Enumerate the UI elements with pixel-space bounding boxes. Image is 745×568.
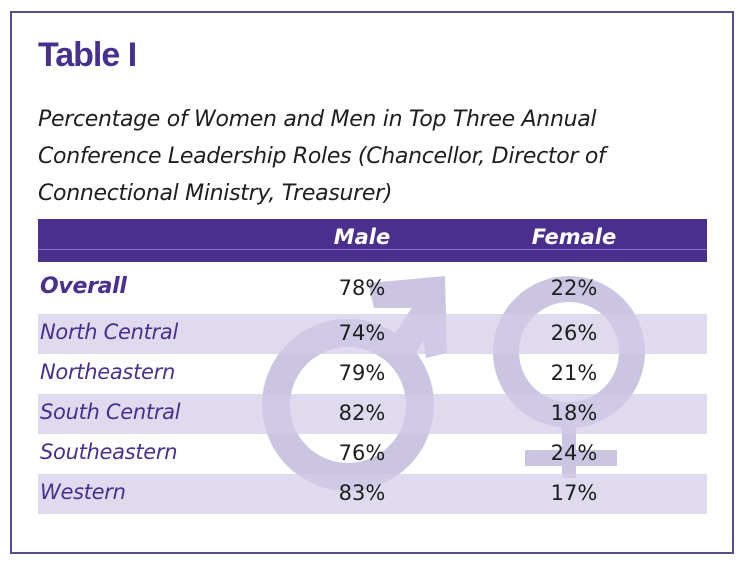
table-row: North Central 74% 26%: [38, 314, 707, 354]
male-value: 76%: [339, 441, 386, 465]
row-label: North Central: [40, 320, 178, 344]
caption-line: Connectional Ministry, Treasurer): [38, 175, 678, 212]
male-value: 83%: [339, 481, 386, 505]
table-row: Western 83% 17%: [38, 474, 707, 514]
table-row: Southeastern 76% 24%: [38, 434, 707, 474]
row-label: Southeastern: [40, 440, 177, 464]
male-value: 82%: [339, 401, 386, 425]
header-rule: [38, 249, 707, 250]
female-value: 26%: [551, 321, 598, 345]
caption-line: Conference Leadership Roles (Chancellor,…: [38, 138, 678, 175]
caption-line: Percentage of Women and Men in Top Three…: [38, 101, 678, 138]
column-header-male: Male: [334, 225, 391, 249]
row-label: South Central: [40, 400, 180, 424]
male-value: 78%: [339, 276, 386, 300]
female-value: 18%: [551, 401, 598, 425]
data-table: Male Female Overall 78% 22% North Centra…: [38, 219, 707, 514]
table-title: Table I: [38, 36, 136, 75]
row-label: Western: [40, 480, 126, 504]
table-row-overall: Overall 78% 22%: [38, 262, 707, 314]
table-row: South Central 82% 18%: [38, 394, 707, 434]
female-value: 21%: [551, 361, 598, 385]
table-row: Northeastern 79% 21%: [38, 354, 707, 394]
female-value: 17%: [551, 481, 598, 505]
table-header: Male Female: [38, 219, 707, 262]
column-header-female: Female: [532, 225, 616, 249]
row-label: Northeastern: [40, 360, 175, 384]
female-value: 24%: [551, 441, 598, 465]
row-label: Overall: [40, 274, 127, 299]
female-value: 22%: [551, 276, 598, 300]
male-value: 74%: [339, 321, 386, 345]
table-caption: Percentage of Women and Men in Top Three…: [38, 101, 678, 212]
male-value: 79%: [339, 361, 386, 385]
